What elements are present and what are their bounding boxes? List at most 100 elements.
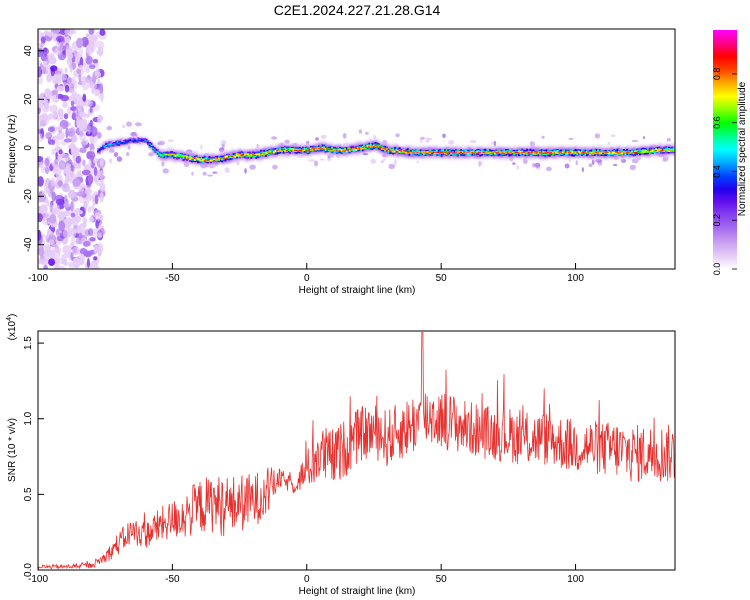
spectrogram-cell [385,150,388,152]
spectrogram-cell [87,32,95,43]
snr-x-label: Height of straight line (km) [299,586,416,597]
spectrogram-cell [447,151,450,154]
spectrogram-cell [564,151,567,154]
spectrogram-cell [611,151,614,153]
spectrogram-cell [353,147,356,152]
spectrogram-cell [334,149,337,153]
spectrogram-cell [76,169,84,178]
spectrogram-cell [202,159,205,161]
spectrogram-cell [51,203,60,215]
spectrogram-cell [672,149,675,151]
spectrogram-cell [129,141,132,142]
spectrogram-cell [90,42,97,52]
spectrogram-cell [372,145,375,147]
spectrogram-cell [153,147,156,151]
spectrogram-cell [343,148,346,151]
spectrogram-cell [162,168,169,174]
spectrogram-cell [311,148,314,151]
spectrogram-cell [508,152,511,154]
spectrogram-cell [38,246,45,257]
spectrogram-cell [46,73,52,83]
spectrogram-cell [88,29,94,35]
spectrogram-cell [118,142,121,144]
spectrogram-cell [284,139,290,144]
spectrogram-cell [143,139,146,141]
spectrogram-cell [642,136,646,140]
spectrogram-cell [62,229,72,239]
spectrogram-cell [584,152,587,154]
spectrogram-cell [368,144,371,147]
spectrogram-cell [57,155,62,160]
spectrogram-cell [227,155,230,158]
colorbar-label: Normalized spectral amplitude [737,81,748,216]
spectrogram-cell [66,127,76,137]
spectrogram-cell [393,151,396,153]
spectrogram-cell [564,151,567,153]
spectrogram-cell [38,213,43,223]
spectrogram-cell [627,151,630,153]
spectrogram-cell [96,131,102,139]
spectrogram-cell [534,151,537,153]
spectrogram-cell [38,259,45,265]
spectrogram-cell [373,135,377,140]
spectrogram-cell [318,148,321,149]
spectrogram-cell [647,149,650,151]
spectrogram-cell [68,95,76,104]
spectrogram-cell [92,74,96,86]
spectrogram-cell [297,149,300,152]
spectrogram-cell [100,148,103,150]
spectrogram-cell [105,145,108,147]
spectrogram-cell [629,152,632,154]
spectrogram-cell [656,149,659,151]
spectrogram-cell [191,171,194,176]
spectrogram-cell [229,156,232,158]
spectrogram-cell [568,151,571,153]
spectrogram-cell [57,180,63,187]
spectrogram-cell [189,157,192,161]
spectrogram-cell [460,152,463,154]
spectrogram-cell [629,164,636,171]
spectrogram-cell [132,140,135,141]
spectrogram-cell [108,143,111,147]
spectrogram-cell [576,151,579,156]
spectrogram-cell [160,154,163,157]
spectrogram-cell [635,150,638,153]
spectrogram-cell [541,135,545,139]
spectrogram-cell [461,151,464,154]
spectrogram-cell [202,158,205,161]
spectrogram-cell [320,134,327,139]
spectrogram-cell [664,149,667,152]
spectrogram-cell [290,148,293,151]
spectrogram-cell [518,152,521,154]
spectrogram-cell [497,151,500,153]
spectrogram-cell [150,145,153,148]
spectrogram-cell [92,228,99,234]
spectrogram-cell [493,151,496,153]
spectrogram-cell [547,152,550,154]
spectrogram-cell [619,151,622,153]
spectrogram-cell [529,152,532,154]
spectrogram-cell [377,144,380,148]
spectrogram-cell [82,93,87,102]
spectrogram-cell [239,154,242,156]
spectrogram-cell [297,150,300,152]
spectrogram-cell [279,149,282,151]
spectrogram-cell [142,139,145,141]
spectrogram-cell [52,110,58,120]
spectrogram-cell [530,151,533,154]
spectrogram-cell [55,139,60,147]
spectrogram-cell [242,154,245,157]
spectrogram-cell [314,147,317,149]
spectrogram-cell [530,151,533,155]
spectrogram-cell [281,148,284,150]
spectrogram-cell [406,151,409,154]
spectrogram-cell [140,141,143,142]
spectrogram-cell [455,151,458,153]
spectrogram-cell [347,149,350,151]
spectrogram-cell [70,227,77,238]
y-tick-label: -20 [23,189,34,204]
spectrogram-cell [522,151,525,153]
spectrogram-cell [81,113,91,118]
spectrogram-cell [200,158,203,160]
spectrogram-cell [648,149,651,151]
